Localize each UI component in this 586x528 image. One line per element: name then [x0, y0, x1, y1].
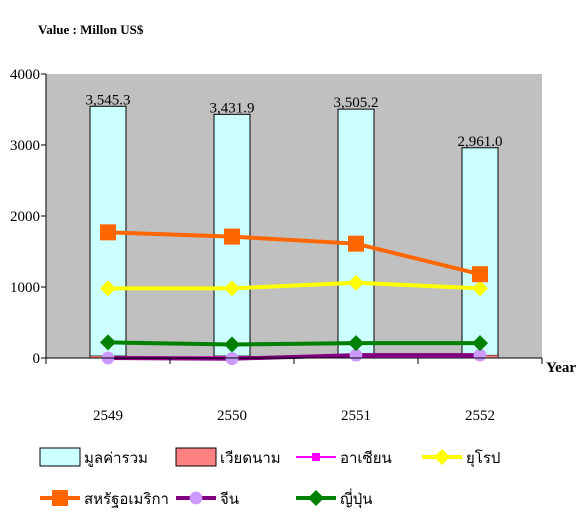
series-1-point-2549	[100, 280, 116, 297]
series-1-point-2552	[472, 280, 488, 297]
legend-label-1: เวียดนาม	[220, 450, 281, 467]
legend-item-1: เวียดนาม	[175, 447, 281, 467]
series-4-point-2549	[100, 334, 116, 351]
legend-marker-3	[434, 449, 450, 465]
legend-label-4: สหรัฐอเมริกา	[84, 491, 169, 508]
y-tick-label-1000: 1000	[10, 280, 40, 296]
axes: 0 1000 2000 3000 4000 2549 2550 2551 2552 Year	[10, 67, 576, 424]
legend-item-4: สหรัฐอเมริกา	[40, 490, 169, 508]
x-tick-label-2549: 2549	[93, 408, 123, 424]
series-4-point-2551	[348, 335, 364, 352]
legend-marker-6	[308, 490, 324, 506]
legend-label-5: จีน	[220, 491, 239, 508]
series-2-point-2552	[472, 266, 488, 283]
series-line-1	[108, 280, 481, 291]
series-1-point-2551	[348, 274, 364, 291]
series-2-point-2550	[224, 228, 240, 245]
legend-label-6: ญี่ปุ่น	[340, 488, 373, 509]
bar-label-2550: 3,431.9	[210, 100, 255, 116]
series-1	[100, 274, 488, 297]
bar-label-2551: 3,505.2	[334, 95, 379, 111]
series-4-point-2552	[472, 335, 488, 352]
legend-label-2: อาเซียน	[340, 450, 392, 467]
y-tick-label-4000: 4000	[10, 67, 40, 83]
legend-swatch-0	[39, 447, 81, 467]
bar-2552	[461, 147, 499, 359]
series-4-point-2550	[224, 336, 240, 353]
unit-title: Value : Millon US$	[38, 22, 144, 37]
series-2-point-2551	[348, 235, 364, 252]
series-1-point-2550	[224, 280, 240, 297]
series-2	[100, 224, 488, 283]
series-line-2	[107, 230, 481, 277]
legend-label-0: มูลค่ารวม	[84, 451, 148, 467]
series-2-point-2549	[100, 224, 116, 241]
series-line-4	[107, 340, 480, 347]
legend-item-5: จีน	[176, 491, 239, 508]
bar-2551	[337, 108, 375, 359]
x-tick-label-2552: 2552	[465, 408, 495, 424]
x-axis-title: Year	[546, 360, 576, 376]
bar-label-2552: 2,961.0	[458, 134, 503, 150]
legend-swatch-1	[175, 447, 217, 467]
legend-marker-4	[52, 490, 68, 506]
y-tick-label-2000: 2000	[10, 209, 40, 225]
x-tick-label-2551: 2551	[341, 408, 371, 424]
legend: มูลค่ารวม เวียดนาม อาเซียน ยุโรปสหรัฐอเมริก…	[39, 447, 500, 509]
y-tick-label-0: 0	[33, 351, 41, 367]
plot-area	[46, 74, 542, 358]
x-tick-label-2550: 2550	[217, 408, 247, 424]
legend-item-6: ญี่ปุ่น	[296, 488, 373, 509]
series-4	[100, 334, 488, 353]
legend-marker-2	[312, 453, 320, 461]
legend-item-2: อาเซียน	[296, 450, 392, 467]
legend-marker-5	[189, 491, 203, 505]
legend-label-3: ยุโรป	[466, 449, 500, 468]
y-tick-label-3000: 3000	[10, 138, 40, 154]
legend-item-3: ยุโรป	[422, 449, 500, 468]
series-3-point-2550	[225, 352, 239, 366]
legend-item-0: มูลค่ารวม	[39, 447, 148, 467]
bar-label-2549: 3,545.3	[86, 92, 131, 108]
